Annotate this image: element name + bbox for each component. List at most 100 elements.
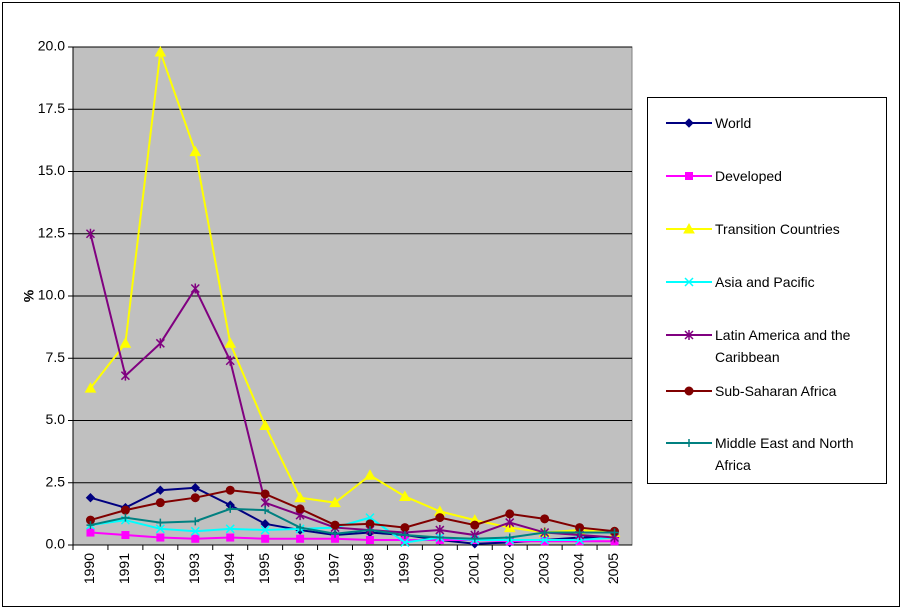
marker [575,528,584,537]
x-tick-label: 2002 [500,553,516,584]
marker [505,533,514,542]
x-tick-label: 1992 [151,553,167,584]
y-axis-label: % [21,289,37,302]
marker [225,524,235,534]
x-tick-label: 1991 [116,553,132,584]
legend-label: Latin America and the Caribbean [715,327,851,365]
marker [365,526,374,535]
marker [261,506,270,515]
marker [540,528,549,537]
marker [261,534,270,543]
series-line [89,233,615,539]
marker [683,222,695,234]
x-tick-label: 1990 [81,553,97,584]
legend-label: World [715,115,752,131]
x-tick-label: 1995 [256,553,272,584]
x-tick-label: 2001 [465,553,481,584]
marker [190,526,200,536]
marker [156,518,165,527]
marker [155,485,166,495]
marker [119,337,132,348]
marker [684,386,694,396]
y-tick-label: 20.0 [38,38,65,54]
marker [540,537,549,546]
marker [85,228,95,239]
legend-item: Middle East and North Africa [648,432,884,473]
legend-label: Transition Countries [715,221,840,237]
marker [435,533,444,542]
marker [331,529,340,538]
marker [435,513,445,523]
legend-swatch [666,277,712,287]
marker [295,504,305,514]
legend-swatch [666,386,712,396]
marker [121,513,130,522]
x-tick-label: 1993 [186,553,202,584]
marker [400,531,409,540]
marker [155,498,165,508]
legend-item: Developed [648,165,884,205]
marker [296,534,305,543]
y-tick-label: 15.0 [38,162,65,178]
x-tick-label: 2003 [535,553,551,584]
marker [260,525,270,535]
marker [190,483,200,493]
series-line [90,531,615,543]
legend-swatch [666,439,712,447]
x-tick-label: 1996 [291,553,307,584]
y-tick-label: 2.5 [46,473,66,489]
legend-label: Sub-Saharan Africa [715,383,837,399]
marker [226,504,235,513]
marker [505,509,515,519]
marker [294,491,306,503]
marker [540,514,550,524]
series-line [90,507,615,540]
x-tick-label: 1994 [221,553,237,584]
marker [400,523,410,533]
marker [364,469,376,480]
y-tick-label: 17.5 [38,100,65,116]
marker [86,521,95,530]
series-line [90,489,615,533]
marker [121,531,130,540]
marker [84,382,97,393]
marker [120,505,130,515]
x-tick-label: 2005 [605,553,621,584]
marker [189,145,202,157]
marker [86,528,95,537]
marker [470,534,479,543]
x-tick-label: 1999 [396,553,412,584]
x-tick-label: 1998 [361,553,377,584]
marker [260,489,270,499]
marker [329,496,341,508]
series-line [89,51,615,534]
y-tick-label: 0.0 [46,536,66,552]
x-tick-label: 2000 [431,553,447,584]
marker [155,524,165,534]
marker [225,355,235,366]
series-line [90,516,615,544]
marker [259,419,272,430]
marker [684,330,694,340]
legend-item: Transition Countries [648,218,884,258]
legend: World Developed Transition Countries Asia a… [647,97,887,484]
x-tick-label: 1997 [326,553,342,584]
marker [365,536,374,545]
legend-item: World [648,112,884,152]
marker [684,277,694,287]
marker [540,535,550,545]
marker [330,520,340,530]
marker [400,537,410,548]
marker [684,118,694,128]
marker [260,519,270,529]
legend-item: Asia and Pacific [648,271,884,311]
marker [435,525,445,536]
marker [470,520,480,530]
marker [399,490,411,501]
marker [190,283,200,294]
marker [226,533,235,542]
marker [190,493,200,503]
marker [505,517,515,528]
marker [120,370,130,381]
